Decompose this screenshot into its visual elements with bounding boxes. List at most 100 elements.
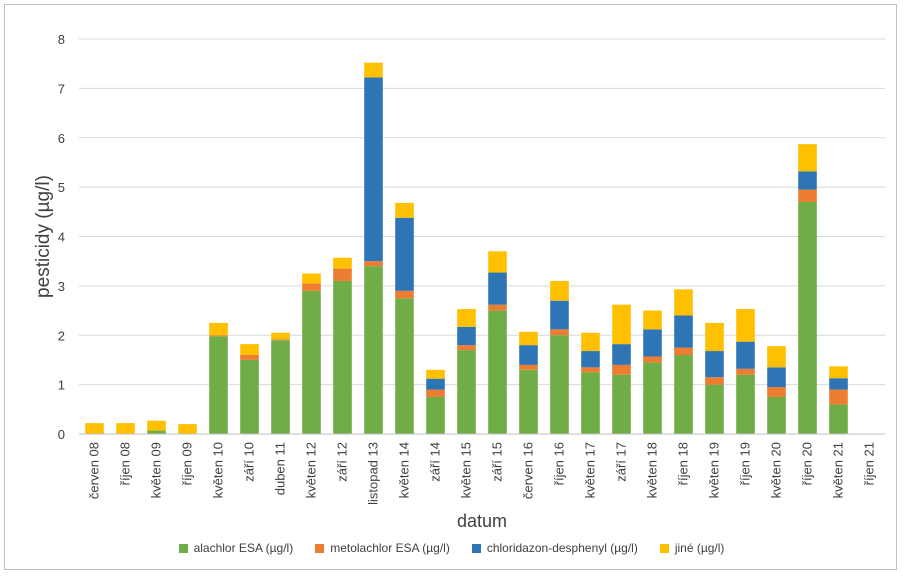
- bar-segment: [798, 201, 817, 434]
- bar-segment: [209, 336, 228, 434]
- x-tick-label: říjen 08: [118, 442, 133, 485]
- x-tick-label: květen 09: [149, 442, 164, 498]
- bar-segment: [705, 351, 724, 378]
- bar-segment: [209, 335, 228, 337]
- bar-segment: [302, 290, 321, 434]
- legend-label: jiné (µg/l): [674, 541, 725, 555]
- legend-swatch: [659, 543, 669, 553]
- bar-segment: [457, 309, 476, 327]
- bar-segment: [395, 290, 414, 299]
- x-tick-label: září 14: [428, 442, 443, 482]
- bar-segment: [581, 351, 600, 368]
- legend-label: alachlor ESA (µg/l): [193, 541, 294, 555]
- bar-segment: [705, 384, 724, 434]
- legend-item: alachlor ESA (µg/l): [178, 541, 294, 555]
- x-tick-label: říjen 09: [180, 442, 195, 485]
- bar-segment: [240, 344, 259, 355]
- bar-segment: [240, 359, 259, 434]
- bar-segment: [550, 335, 569, 434]
- y-tick-label: 4: [58, 230, 65, 245]
- legend-swatch: [178, 543, 188, 553]
- bar-segment: [364, 77, 383, 262]
- bar-segment: [209, 322, 228, 336]
- bar-segment: [395, 202, 414, 218]
- y-tick-label: 3: [58, 279, 65, 294]
- x-tick-label: září 17: [614, 442, 629, 482]
- legend-item: jiné (µg/l): [659, 541, 725, 555]
- bar-segment: [643, 356, 662, 363]
- bar-segment: [488, 272, 507, 305]
- x-tick-label: květen 18: [645, 442, 660, 498]
- bar-segment: [767, 346, 786, 368]
- legend-label: chloridazon-desphenyl (µg/l): [486, 541, 638, 555]
- bar-segment: [85, 423, 104, 434]
- y-tick-label: 0: [58, 427, 65, 442]
- bar-segment: [519, 369, 538, 434]
- bar-segment: [519, 331, 538, 346]
- bar-segment: [364, 261, 383, 267]
- bar-segment: [705, 377, 724, 385]
- y-tick-label: 7: [58, 81, 65, 96]
- bar-segment: [271, 340, 290, 434]
- x-tick-label: říjen 20: [800, 442, 815, 485]
- bar-segment: [736, 374, 755, 434]
- bar-segment: [612, 374, 631, 434]
- x-tick-label: září 10: [242, 442, 257, 482]
- x-tick-label: květen 19: [707, 442, 722, 498]
- bar-segment: [736, 309, 755, 342]
- x-tick-label: květen 20: [769, 442, 784, 498]
- bar-segment: [519, 345, 538, 365]
- x-tick-label: duben 11: [273, 442, 288, 495]
- bar-segment: [333, 268, 352, 281]
- bar-segment: [705, 322, 724, 352]
- legend: alachlor ESA (µg/l) metolachlor ESA (µg/l…: [0, 541, 903, 555]
- x-tick-label: květen 17: [583, 442, 598, 498]
- y-tick-label: 5: [58, 180, 65, 195]
- bar-segment: [395, 298, 414, 434]
- bar-segment: [333, 280, 352, 434]
- bar-segment: [364, 62, 383, 78]
- bar-segment: [333, 257, 352, 269]
- bar-segment: [674, 315, 693, 348]
- bar-segment: [829, 378, 848, 390]
- x-tick-label: květen 15: [459, 442, 474, 498]
- legend-item: metolachlor ESA (µg/l): [315, 541, 450, 555]
- x-axis-ticks: červen 08 říjen 08 květen 09 říjen 09 květen…: [87, 442, 877, 505]
- bar-segment: [798, 144, 817, 172]
- x-tick-label: květen 12: [304, 442, 319, 498]
- chart-frame: [4, 4, 897, 570]
- bar-segment: [426, 369, 445, 379]
- bar-segment: [612, 364, 631, 375]
- bar-segment: [612, 344, 631, 365]
- bar-segment: [457, 345, 476, 351]
- legend-swatch: [315, 543, 325, 553]
- stacked-bar-chart: 0 1 2 3 4 5 6 7 8 červen 08 říjen 08 květen 09 říje…: [33, 32, 885, 531]
- bar-segment: [457, 326, 476, 346]
- bar-segment: [457, 350, 476, 434]
- bar-segment: [736, 341, 755, 369]
- bar-segment: [674, 355, 693, 434]
- bar-segment: [271, 339, 290, 341]
- bar-segment: [426, 396, 445, 434]
- gridlines: [79, 38, 885, 386]
- x-tick-label: červen 08: [87, 442, 102, 499]
- bar-segment: [829, 366, 848, 379]
- bar-segment: [829, 389, 848, 405]
- bar-segment: [426, 378, 445, 390]
- x-tick-label: květen 21: [831, 442, 846, 498]
- legend-label: metolachlor ESA (µg/l): [330, 541, 450, 555]
- legend-swatch: [471, 543, 481, 553]
- bar-segment: [488, 251, 507, 273]
- bar-segment: [550, 329, 569, 336]
- bar-segment: [767, 367, 786, 388]
- bar-segment: [240, 355, 259, 360]
- x-tick-label: květen 10: [211, 442, 226, 498]
- bar-segment: [364, 266, 383, 434]
- legend-item: chloridazon-desphenyl (µg/l): [471, 541, 638, 555]
- x-tick-label: září 12: [335, 442, 350, 482]
- y-tick-label: 8: [58, 32, 65, 47]
- bar-segment: [736, 368, 755, 375]
- bar-segment: [395, 217, 414, 291]
- bar-segment: [829, 404, 848, 434]
- bar-segment: [302, 273, 321, 284]
